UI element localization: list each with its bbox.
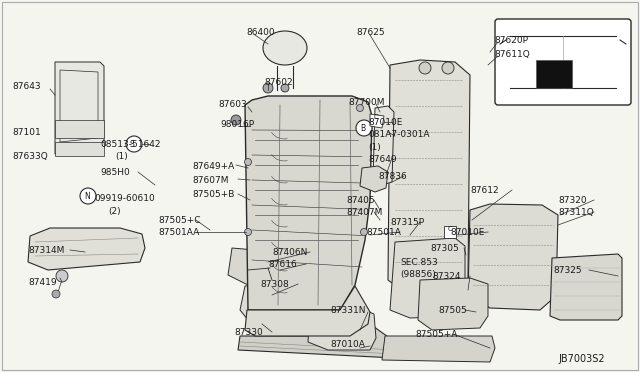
Text: 87602: 87602 [264,78,292,87]
Circle shape [244,228,252,235]
Text: 87501AA: 87501AA [158,228,199,237]
Text: 87010E: 87010E [450,228,484,237]
Text: 87505: 87505 [438,306,467,315]
Text: 87616: 87616 [268,260,297,269]
Text: 08513-51642: 08513-51642 [100,140,161,149]
Polygon shape [550,254,622,320]
Polygon shape [240,284,278,325]
Text: 87406N: 87406N [272,248,307,257]
Text: (2): (2) [108,207,120,216]
Polygon shape [55,62,104,154]
Circle shape [356,105,364,112]
Text: 87010E: 87010E [368,118,403,127]
Text: 87419: 87419 [28,278,56,287]
Text: 87505+A: 87505+A [415,330,458,339]
Text: 87407M: 87407M [346,208,382,217]
Polygon shape [390,238,465,318]
Circle shape [356,120,372,136]
Bar [55,142,104,156]
Polygon shape [388,60,470,296]
Text: C: C [448,226,452,232]
Polygon shape [373,106,394,185]
Polygon shape [308,308,376,350]
FancyBboxPatch shape [495,19,631,105]
Polygon shape [418,278,488,330]
Text: B: B [360,124,365,133]
Text: 87633Q: 87633Q [12,152,48,161]
Text: 87315P: 87315P [390,218,424,227]
Polygon shape [245,286,370,336]
Text: 87405: 87405 [346,196,374,205]
Text: 87505+B: 87505+B [192,190,234,199]
Polygon shape [382,336,495,362]
Text: 87649+A: 87649+A [192,162,234,171]
Text: 985H0: 985H0 [100,168,130,177]
Text: 87101: 87101 [12,128,41,137]
Text: 87320: 87320 [558,196,587,205]
Text: JB7003S2: JB7003S2 [558,354,605,364]
Text: 87836: 87836 [378,172,407,181]
Circle shape [126,136,142,152]
Polygon shape [228,248,270,285]
Text: 87305: 87305 [430,244,459,253]
Text: 87311Q: 87311Q [558,208,594,217]
Text: 98016P: 98016P [220,120,254,129]
Polygon shape [444,226,456,238]
Text: 87325: 87325 [553,266,582,275]
Polygon shape [238,324,398,358]
Circle shape [52,290,60,298]
Bar [55,120,104,138]
Circle shape [263,83,273,93]
Text: 87324: 87324 [432,272,461,281]
Text: S: S [130,140,135,149]
Text: 86400: 86400 [246,28,275,37]
Text: 87612: 87612 [470,186,499,195]
Text: 87649: 87649 [368,155,397,164]
Circle shape [244,158,252,166]
Text: 87010A: 87010A [330,340,365,349]
Circle shape [419,62,431,74]
Text: 87607M: 87607M [192,176,228,185]
Text: 87331N: 87331N [330,306,365,315]
Text: C: C [374,114,379,120]
Text: 87643: 87643 [12,82,40,91]
Circle shape [231,115,241,125]
Ellipse shape [263,31,307,65]
Circle shape [442,62,454,74]
Text: 87501A: 87501A [366,228,401,237]
Text: SEC.853: SEC.853 [400,258,438,267]
Polygon shape [370,114,384,128]
Bar [536,60,572,88]
Polygon shape [28,228,145,270]
Circle shape [80,188,96,204]
Circle shape [360,228,367,235]
Text: 081A7-0301A: 081A7-0301A [368,130,429,139]
Polygon shape [360,166,388,192]
Polygon shape [245,96,372,310]
Text: 87505+C: 87505+C [158,216,200,225]
Text: 09919-60610: 09919-60610 [94,194,155,203]
Text: 87700M: 87700M [348,98,385,107]
Circle shape [56,270,68,282]
Text: (1): (1) [368,143,381,152]
Text: 87603: 87603 [218,100,247,109]
Text: 87314M: 87314M [28,246,65,255]
Text: (98856): (98856) [400,270,436,279]
Text: N: N [84,192,90,201]
Text: 87620P: 87620P [494,36,528,45]
Text: 87308: 87308 [260,280,289,289]
Text: 87330: 87330 [234,328,263,337]
Text: 87625: 87625 [356,28,385,37]
Text: 87611Q: 87611Q [494,50,530,59]
Text: (1): (1) [115,152,128,161]
Polygon shape [468,204,558,310]
Circle shape [281,84,289,92]
